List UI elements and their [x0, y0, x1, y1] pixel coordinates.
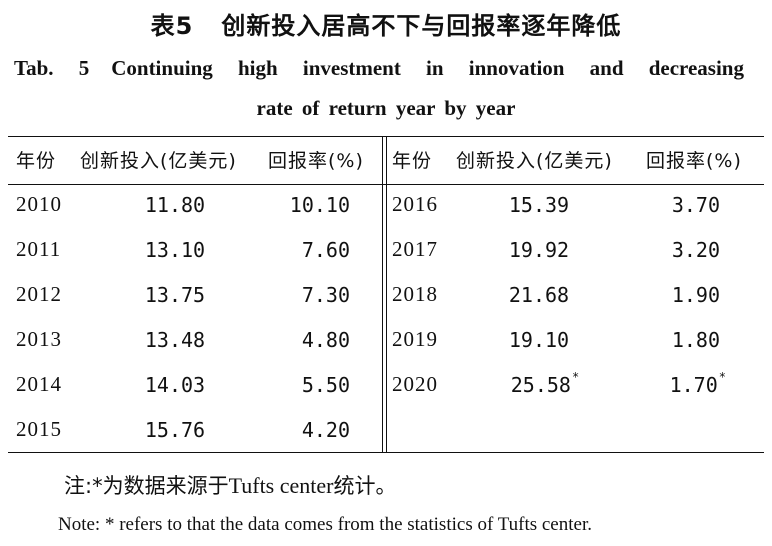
cell-investment: 13.48 [144, 328, 206, 352]
cell-investment: 15.76 [144, 418, 206, 442]
cell-return-rate: 3.20 [671, 238, 720, 262]
header-year-left: 年份 [16, 150, 57, 172]
cell-year: 2015 [16, 417, 62, 441]
table-title-cn: 表5 创新投入居高不下与回报率逐年降低 [0, 6, 772, 41]
cell-year: 2011 [16, 237, 62, 261]
cell-return-rate-value: 1.70 [669, 373, 718, 397]
note-cn-prefix: 注:*为数据来源于 [64, 474, 229, 498]
cell-year: 2014 [16, 372, 62, 396]
data-source-mark: * [718, 370, 726, 384]
cell-year: 2019 [392, 327, 438, 351]
cell-investment: 13.75 [144, 283, 206, 307]
cell-return-rate: 1.80 [671, 328, 720, 352]
cell-return-rate: 4.80 [301, 328, 350, 352]
note-en: Note: * refers to that the data comes fr… [58, 514, 592, 535]
cell-investment: 19.92 [508, 238, 570, 262]
header-return-right: 回报率(%) [646, 150, 742, 172]
cell-return-rate: 7.30 [301, 283, 350, 307]
header-investment-left: 创新投入(亿美元) [80, 150, 237, 172]
cell-return-rate: 5.50 [301, 373, 350, 397]
cell-investment: 25.58* [490, 370, 600, 397]
table-title-en-line2: rate of return year by year [256, 96, 516, 120]
cell-investment: 11.80 [144, 193, 206, 217]
header-return-left: 回报率(%) [268, 150, 364, 172]
cell-year: 2020 [392, 372, 438, 396]
note-cn-source: Tufts center [228, 473, 334, 498]
table-title-en-line1: Tab. 5 Continuing high investment in inno… [14, 56, 744, 81]
cell-investment: 13.10 [144, 238, 206, 262]
cell-investment: 21.68 [508, 283, 570, 307]
cell-year: 2010 [16, 192, 62, 216]
cell-investment-value: 25.58 [510, 373, 571, 397]
cell-year: 2016 [392, 192, 438, 216]
note-cn-suffix: 统计。 [333, 474, 397, 498]
cell-investment: 19.10 [508, 328, 570, 352]
cell-return-rate: 3.70 [671, 193, 720, 217]
table-column-divider [386, 136, 387, 452]
cell-return-rate: 4.20 [301, 418, 350, 442]
note-cn: 注:*为数据来源于Tufts center统计。 [64, 470, 396, 500]
cell-year: 2012 [16, 282, 62, 306]
cell-return-rate: 1.70* [626, 370, 726, 397]
cell-year: 2018 [392, 282, 438, 306]
cell-return-rate: 10.10 [289, 193, 350, 217]
table-title-en-text1: Continuing high investment in innovation… [111, 56, 744, 80]
data-source-mark: * [571, 370, 580, 384]
cell-return-rate: 7.60 [301, 238, 350, 262]
cell-investment: 14.03 [144, 373, 206, 397]
cell-return-rate: 1.90 [671, 283, 720, 307]
table-number-en: Tab. 5 [14, 56, 90, 80]
table-title-cn-text: 创新投入居高不下与回报率逐年降低 [221, 12, 622, 40]
table-number-cn: 表5 [150, 12, 194, 40]
cell-year: 2017 [392, 237, 438, 261]
table-bottom-rule [8, 452, 764, 453]
table-column-divider [382, 136, 383, 452]
header-year-right: 年份 [392, 150, 433, 172]
cell-investment: 15.39 [508, 193, 570, 217]
header-investment-right: 创新投入(亿美元) [456, 150, 613, 172]
cell-year: 2013 [16, 327, 62, 351]
